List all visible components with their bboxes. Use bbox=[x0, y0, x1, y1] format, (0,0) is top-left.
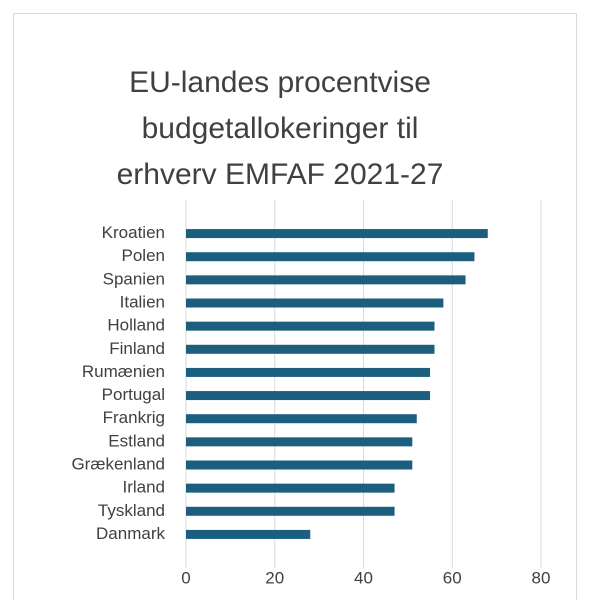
y-tick-label: Polen bbox=[122, 246, 165, 265]
x-tick-label: 20 bbox=[265, 568, 284, 587]
chart-title: erhverv EMFAF 2021-27 bbox=[117, 158, 444, 191]
y-tick-label: Holland bbox=[107, 316, 165, 335]
bar bbox=[186, 460, 413, 470]
bar bbox=[186, 321, 435, 331]
bar bbox=[186, 529, 311, 539]
chart-title: budgetallokeringer til bbox=[142, 112, 419, 145]
y-tick-label: Irland bbox=[122, 478, 165, 497]
y-tick-label: Rumænien bbox=[82, 362, 165, 381]
y-tick-label: Kroatien bbox=[102, 223, 165, 242]
y-tick-label: Italien bbox=[120, 292, 165, 311]
bar bbox=[186, 298, 444, 308]
bar bbox=[186, 344, 435, 354]
y-tick-label: Portugal bbox=[102, 385, 165, 404]
bar bbox=[186, 275, 466, 285]
y-tick-label: Estland bbox=[108, 431, 165, 450]
bar bbox=[186, 367, 431, 377]
bar bbox=[186, 229, 488, 239]
x-tick-label: 80 bbox=[532, 568, 551, 587]
y-tick-label: Grækenland bbox=[71, 454, 165, 473]
bar bbox=[186, 437, 413, 447]
chart-frame bbox=[13, 13, 577, 600]
y-tick-label: Finland bbox=[109, 339, 165, 358]
chart-title: EU-landes procentvise bbox=[129, 66, 431, 99]
x-tick-label: 0 bbox=[181, 568, 190, 587]
y-tick-label: Danmark bbox=[96, 524, 165, 543]
y-tick-label: Frankrig bbox=[103, 408, 165, 427]
bar bbox=[186, 506, 395, 516]
bar bbox=[186, 252, 475, 262]
y-tick-label: Tyskland bbox=[98, 501, 165, 520]
x-tick-label: 60 bbox=[443, 568, 462, 587]
bar bbox=[186, 391, 431, 401]
y-tick-label: Spanien bbox=[103, 269, 165, 288]
bar bbox=[186, 414, 417, 424]
x-tick-label: 40 bbox=[354, 568, 373, 587]
bar bbox=[186, 483, 395, 493]
